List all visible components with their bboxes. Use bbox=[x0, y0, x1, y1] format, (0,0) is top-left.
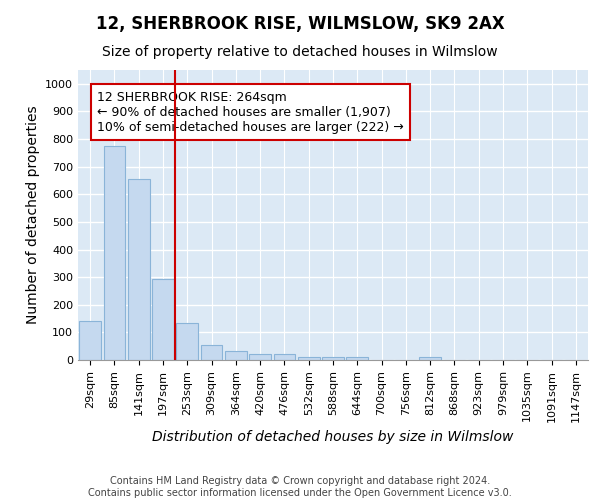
Bar bbox=[225, 351, 247, 360]
Bar bbox=[152, 278, 174, 360]
Bar bbox=[322, 357, 344, 360]
Text: Distribution of detached houses by size in Wilmslow: Distribution of detached houses by size … bbox=[152, 430, 514, 444]
Text: 12 SHERBROOK RISE: 264sqm
← 90% of detached houses are smaller (1,907)
10% of se: 12 SHERBROOK RISE: 264sqm ← 90% of detac… bbox=[97, 90, 404, 134]
Y-axis label: Number of detached properties: Number of detached properties bbox=[26, 106, 40, 324]
Bar bbox=[200, 345, 223, 360]
Text: 12, SHERBROOK RISE, WILMSLOW, SK9 2AX: 12, SHERBROOK RISE, WILMSLOW, SK9 2AX bbox=[95, 15, 505, 33]
Bar bbox=[419, 357, 441, 360]
Bar bbox=[249, 354, 271, 360]
Bar bbox=[346, 357, 368, 360]
Bar bbox=[274, 354, 295, 360]
Bar bbox=[128, 179, 149, 360]
Bar bbox=[79, 322, 101, 360]
Bar bbox=[176, 322, 198, 360]
Text: Contains HM Land Registry data © Crown copyright and database right 2024.
Contai: Contains HM Land Registry data © Crown c… bbox=[88, 476, 512, 498]
Bar bbox=[104, 146, 125, 360]
Text: Size of property relative to detached houses in Wilmslow: Size of property relative to detached ho… bbox=[102, 45, 498, 59]
Bar bbox=[298, 357, 320, 360]
